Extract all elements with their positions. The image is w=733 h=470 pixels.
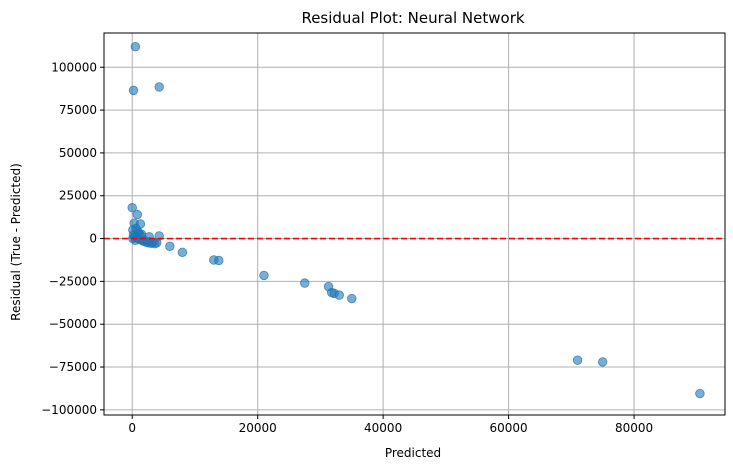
scatter-point (695, 388, 705, 399)
y-tick-label: 50000 (59, 146, 97, 160)
y-axis-ticks: −100000 −75000 −50000 −25000 0 25000 50000 7500… (41, 60, 104, 417)
x-axis-ticks: 0 20000 40000 60000 80000 (128, 415, 653, 435)
y-tick-label: 0 (89, 232, 97, 246)
y-tick-label: −25000 (49, 274, 97, 288)
x-tick-label: 60000 (489, 421, 527, 435)
scatter-point (214, 255, 224, 266)
plot-area-frame (103, 32, 726, 416)
grid-lines (104, 33, 725, 415)
y-tick-label: −75000 (49, 360, 97, 374)
scatter-point (347, 293, 357, 304)
scatter-point (597, 357, 608, 367)
x-tick-label: 80000 (615, 421, 653, 435)
scatter-point (572, 355, 583, 365)
y-tick-label: −100000 (41, 403, 97, 417)
scatter-point (177, 247, 188, 257)
y-axis-label: Residual (True - Predicted) (9, 163, 23, 321)
scatter-point (144, 232, 154, 242)
x-tick-label: 0 (128, 421, 136, 435)
y-tick-label: −50000 (49, 317, 97, 331)
scatter-point (334, 290, 344, 300)
scatter-point (300, 278, 310, 288)
scatter-point (154, 82, 164, 92)
x-tick-label: 40000 (364, 421, 402, 435)
x-axis-label: Predicted (385, 446, 441, 460)
y-tick-label: 25000 (59, 189, 97, 203)
data-points (127, 42, 705, 399)
x-tick-label: 20000 (239, 421, 277, 435)
scatter-point (132, 209, 142, 220)
scatter-point (128, 85, 139, 96)
scatter-point (259, 270, 269, 281)
chart-title: Residual Plot: Neural Network (301, 9, 524, 27)
scatter-point (165, 241, 175, 251)
y-tick-label: 75000 (59, 103, 97, 117)
y-tick-label: 100000 (51, 60, 97, 74)
scatter-point (130, 42, 141, 52)
scatter-point (127, 203, 137, 213)
